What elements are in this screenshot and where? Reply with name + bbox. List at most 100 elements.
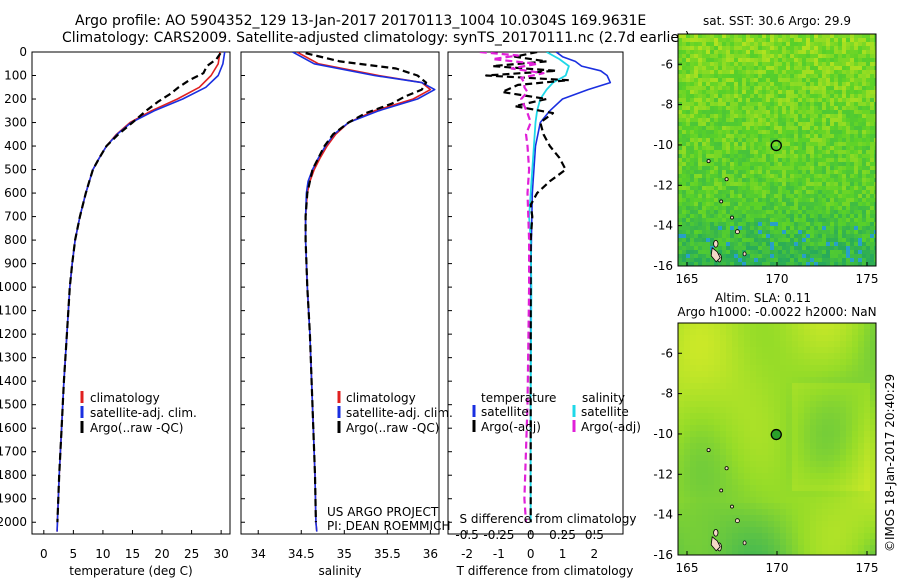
sst-cell [694, 262, 698, 266]
sst-cell [806, 194, 810, 198]
sst-cell [778, 214, 782, 218]
sla-cell [702, 413, 708, 419]
sst-cell [854, 38, 858, 42]
sst-cell [714, 218, 718, 222]
sst-cell [762, 158, 766, 162]
sst-cell [762, 202, 766, 206]
sla-cell [810, 515, 816, 521]
sst-cell [726, 134, 730, 138]
sst-cell [846, 246, 850, 250]
sst-cell [766, 58, 770, 62]
sst-cell [818, 174, 822, 178]
sst-cell [790, 82, 794, 86]
sst-cell [866, 146, 870, 150]
sla-cell [774, 377, 780, 383]
sst-cell [694, 134, 698, 138]
sst-cell [702, 86, 706, 90]
sst-cell [758, 82, 762, 86]
sst-cell [706, 66, 710, 70]
sst-cell [722, 74, 726, 78]
sla-cell [858, 479, 864, 485]
sst-cell [706, 182, 710, 186]
sst-cell [750, 134, 754, 138]
sst-cell [870, 154, 874, 158]
sst-cell [758, 262, 762, 266]
sst-cell [802, 70, 806, 74]
sst-cell [834, 106, 838, 110]
sla-cell [732, 437, 738, 443]
sst-cell [790, 234, 794, 238]
sst-cell [734, 42, 738, 46]
sla-cell [834, 467, 840, 473]
sst-cell [722, 46, 726, 50]
sst-cell [766, 130, 770, 134]
sla-cell [846, 335, 852, 341]
sst-cell [794, 242, 798, 246]
sla-cell [714, 365, 720, 371]
sst-cell [870, 134, 874, 138]
sst-cell [806, 62, 810, 66]
sst-cell [686, 238, 690, 242]
sla-cell [804, 479, 810, 485]
sst-cell [754, 210, 758, 214]
x-tick-label: 0 [527, 547, 535, 561]
sla-cell [822, 353, 828, 359]
sst-cell [798, 62, 802, 66]
sst-cell [686, 166, 690, 170]
sst-cell [682, 186, 686, 190]
sst-cell [838, 150, 842, 154]
sst-cell [838, 34, 842, 38]
sst-cell [746, 162, 750, 166]
sla-cell [798, 497, 804, 503]
sst-cell [710, 62, 714, 66]
sst-cell [778, 238, 782, 242]
sst-cell [738, 122, 742, 126]
sst-cell [766, 218, 770, 222]
sla-cell [840, 431, 846, 437]
sst-cell [778, 78, 782, 82]
sst-cell [814, 250, 818, 254]
sla-cell [774, 503, 780, 509]
sst-cell [866, 210, 870, 214]
sst-cell [774, 66, 778, 70]
sst-cell [806, 206, 810, 210]
sst-cell [818, 210, 822, 214]
sst-cell [850, 242, 854, 246]
sst-cell [818, 106, 822, 110]
sla-cell [726, 395, 732, 401]
sst-cell [842, 186, 846, 190]
sst-cell [730, 74, 734, 78]
sla-cell [822, 377, 828, 383]
sst-cell [850, 118, 854, 122]
sst-cell [870, 194, 874, 198]
sst-cell [678, 186, 682, 190]
sst-cell [766, 154, 770, 158]
sst-cell [722, 238, 726, 242]
sst-cell [682, 58, 686, 62]
sst-cell [710, 114, 714, 118]
sst-cell [678, 246, 682, 250]
sla-cell [690, 485, 696, 491]
sst-cell [818, 254, 822, 258]
sst-cell [846, 146, 850, 150]
sst-cell [874, 238, 876, 242]
sla-cell [732, 449, 738, 455]
sla-cell [780, 479, 786, 485]
sst-cell [710, 70, 714, 74]
sst-cell [850, 186, 854, 190]
sst-cell [734, 98, 738, 102]
sst-cell [758, 178, 762, 182]
sst-cell [766, 66, 770, 70]
sst-cell [842, 86, 846, 90]
sst-cell [738, 150, 742, 154]
sst-cell [782, 206, 786, 210]
sla-cell [678, 545, 684, 551]
sst-cell [730, 98, 734, 102]
sst-cell [858, 206, 862, 210]
sst-cell [686, 218, 690, 222]
sla-cell [768, 425, 774, 431]
sst-cell [718, 66, 722, 70]
sst-cell [706, 54, 710, 58]
salinity-legend: climatology satellite-adj. clim. Argo(..… [337, 391, 453, 435]
sla-cell [690, 461, 696, 467]
